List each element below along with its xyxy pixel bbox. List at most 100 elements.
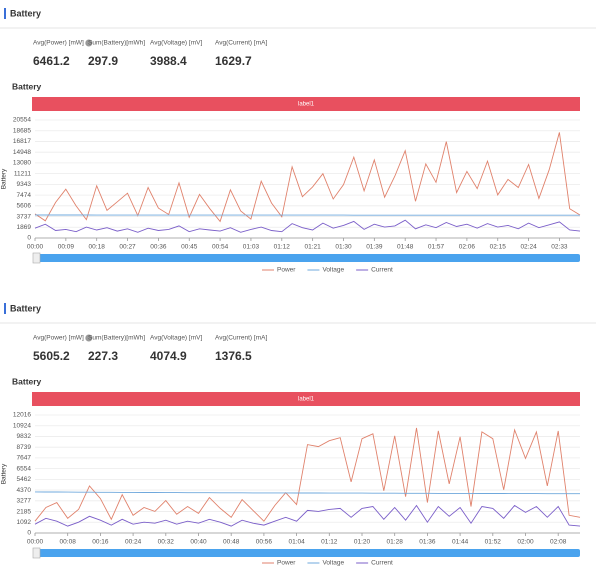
x-tick-label: 02:15 xyxy=(490,244,507,251)
y-tick-label: 11211 xyxy=(14,170,31,177)
stat-label: Avg(Power) [mW] xyxy=(33,335,84,342)
y-tick-label: 0 xyxy=(27,530,31,537)
x-tick-label: 02:24 xyxy=(520,244,537,251)
x-tick-label: 00:36 xyxy=(150,244,167,251)
x-tick-label: 01:21 xyxy=(305,244,322,251)
stat-label: Avg(Voltage) [mV] xyxy=(150,40,202,47)
y-tick-label: 20554 xyxy=(13,117,31,124)
stat-value: 4074.9 xyxy=(150,349,187,363)
stat-label: Sum(Battery)[mWh] xyxy=(88,40,145,47)
x-tick-label: 00:08 xyxy=(60,539,77,546)
x-tick-label: 00:32 xyxy=(158,539,175,546)
y-tick-label: 9343 xyxy=(17,181,32,188)
info-icon[interactable] xyxy=(85,39,93,47)
x-tick-label: 01:39 xyxy=(366,244,383,251)
y-tick-label: 1869 xyxy=(17,224,32,231)
y-tick-label: 3737 xyxy=(17,213,32,220)
x-tick-label: 00:24 xyxy=(125,539,142,546)
x-tick-label: 00:54 xyxy=(212,244,229,251)
series-line xyxy=(34,427,581,522)
x-tick-label: 00:48 xyxy=(223,539,240,546)
y-tick-label: 0 xyxy=(27,235,31,242)
x-tick-label: 02:33 xyxy=(551,244,568,251)
legend-label[interactable]: Power xyxy=(277,560,296,567)
y-tick-label: 8739 xyxy=(17,444,32,451)
y-tick-label: 7647 xyxy=(17,455,32,462)
x-tick-label: 01:20 xyxy=(354,539,371,546)
x-tick-label: 00:09 xyxy=(58,244,75,251)
y-tick-label: 4370 xyxy=(17,487,32,494)
stat-value: 227.3 xyxy=(88,349,118,363)
header-accent xyxy=(4,8,6,19)
panel-title: Battery xyxy=(10,8,41,18)
y-tick-label: 3277 xyxy=(17,498,32,505)
x-tick-label: 01:12 xyxy=(321,539,338,546)
legend-label[interactable]: Power xyxy=(277,267,296,274)
x-tick-label: 00:56 xyxy=(256,539,273,546)
x-tick-label: 00:00 xyxy=(27,244,44,251)
x-tick-label: 01:48 xyxy=(397,244,414,251)
x-tick-label: 00:45 xyxy=(181,244,198,251)
stat-value: 297.9 xyxy=(88,54,118,68)
y-tick-label: 9832 xyxy=(17,433,32,440)
y-tick-label: 16817 xyxy=(13,138,31,145)
stat-label: Avg(Current) [mA] xyxy=(215,40,267,47)
header-accent xyxy=(4,303,6,314)
y-tick-label: 5606 xyxy=(17,203,32,210)
y-tick-label: 6554 xyxy=(17,465,32,472)
x-tick-label: 02:00 xyxy=(517,539,534,546)
x-tick-label: 01:30 xyxy=(335,244,352,251)
y-tick-label: 18685 xyxy=(13,127,31,134)
zoom-track[interactable] xyxy=(35,254,580,262)
x-tick-label: 01:04 xyxy=(288,539,305,546)
x-tick-label: 00:00 xyxy=(27,539,44,546)
y-tick-label: 1092 xyxy=(17,519,32,526)
stat-value: 6461.2 xyxy=(33,54,70,68)
stat-value: 3988.4 xyxy=(150,54,187,68)
legend-label[interactable]: Voltage xyxy=(322,560,344,567)
banner xyxy=(32,97,580,111)
y-tick-label: 10924 xyxy=(13,422,31,429)
stat-label: Sum(Battery)[mWh] xyxy=(88,335,145,342)
x-tick-label: 01:36 xyxy=(419,539,436,546)
x-tick-label: 00:40 xyxy=(190,539,207,546)
y-tick-label: 12016 xyxy=(13,412,31,419)
x-tick-label: 02:06 xyxy=(459,244,476,251)
x-tick-label: 01:12 xyxy=(274,244,291,251)
y-tick-label: 14948 xyxy=(13,149,31,156)
zoom-handle[interactable] xyxy=(32,547,41,559)
zoom-track[interactable] xyxy=(35,549,580,557)
y-tick-label: 7474 xyxy=(17,192,32,199)
legend-label[interactable]: Voltage xyxy=(322,267,344,274)
y-tick-label: 5462 xyxy=(17,476,32,483)
panel-title: Battery xyxy=(10,303,41,313)
x-tick-label: 01:57 xyxy=(428,244,445,251)
legend-label[interactable]: Current xyxy=(371,267,393,274)
series-line xyxy=(34,219,581,233)
banner-label: label1 xyxy=(298,102,315,108)
x-tick-label: 00:16 xyxy=(92,539,109,546)
x-tick-label: 00:18 xyxy=(89,244,106,251)
stat-label: Avg(Power) [mW] xyxy=(33,40,84,47)
series-line xyxy=(34,132,581,223)
stat-value: 1629.7 xyxy=(215,54,252,68)
y-axis-label: Battery xyxy=(1,168,8,189)
x-tick-label: 01:52 xyxy=(485,539,502,546)
info-icon[interactable] xyxy=(85,334,93,342)
x-tick-label: 01:28 xyxy=(387,539,404,546)
stat-label: Avg(Current) [mA] xyxy=(215,335,267,342)
banner-label: label1 xyxy=(298,397,315,403)
y-tick-label: 2185 xyxy=(17,508,32,515)
x-tick-label: 00:27 xyxy=(119,244,136,251)
stat-value: 1376.5 xyxy=(215,349,252,363)
x-tick-label: 02:08 xyxy=(550,539,567,546)
y-tick-label: 13080 xyxy=(13,160,31,167)
y-axis-label: Battery xyxy=(1,463,8,484)
legend-label[interactable]: Current xyxy=(371,560,393,567)
x-tick-label: 01:03 xyxy=(243,244,260,251)
x-tick-label: 01:44 xyxy=(452,539,469,546)
stat-label: Avg(Voltage) [mV] xyxy=(150,335,202,342)
series-line xyxy=(34,491,580,495)
zoom-handle[interactable] xyxy=(32,252,41,264)
